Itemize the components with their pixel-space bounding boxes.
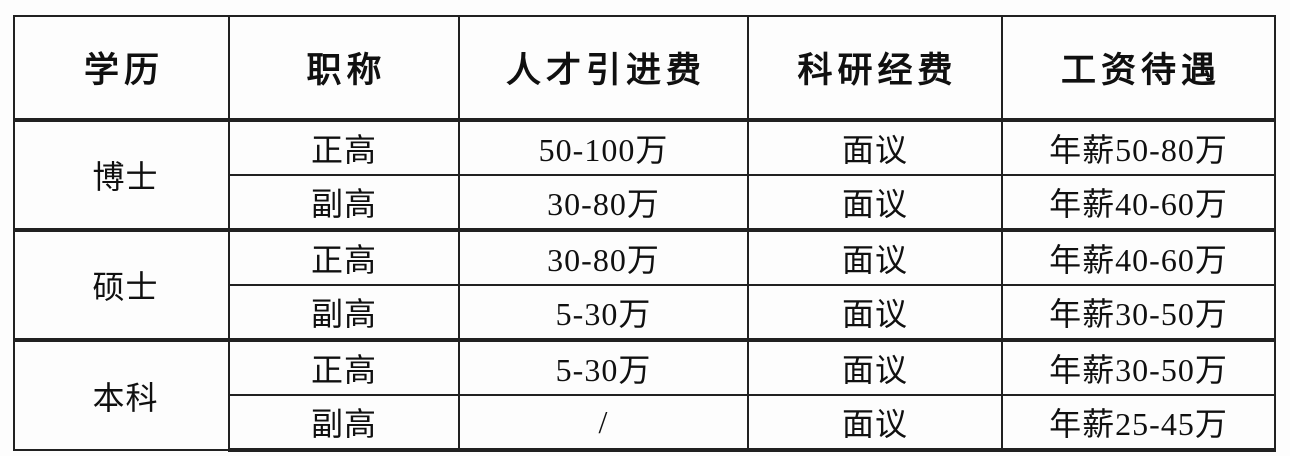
research-fund-cell: 面议: [747, 338, 1003, 396]
intro-fee-cell: 30-80万: [458, 174, 749, 231]
salary-cell: 年薪40-60万: [1001, 228, 1276, 286]
title-cell: 正高: [228, 118, 460, 176]
salary-cell: 年薪25-45万: [1001, 394, 1276, 452]
research-fund-cell: 面议: [747, 174, 1003, 231]
table-row: 副高 / 面议 年薪25-45万: [14, 394, 1276, 452]
table-header-row: 学历 职称 人才引进费 科研经费 工资待遇: [13, 15, 1276, 122]
title-cell: 副高: [228, 284, 460, 341]
table-row: 副高 5-30万 面议 年薪30-50万: [14, 284, 1276, 341]
table-row: 本科 正高 5-30万 面议 年薪30-50万: [13, 338, 1276, 451]
research-fund-cell: 面议: [747, 394, 1003, 452]
salary-cell: 年薪30-50万: [1001, 338, 1276, 396]
column-header-degree: 学历: [13, 15, 230, 122]
intro-fee-cell: /: [458, 394, 749, 452]
table-row: 硕士 正高 30-80万 面议 年薪40-60万: [13, 228, 1276, 341]
column-header-title: 职称: [228, 15, 460, 122]
title-cell: 副高: [228, 174, 460, 231]
research-fund-cell: 面议: [747, 228, 1003, 286]
title-cell: 副高: [228, 394, 460, 452]
salary-cell: 年薪40-60万: [1001, 174, 1276, 231]
title-cell: 正高: [228, 338, 460, 396]
intro-fee-cell: 5-30万: [458, 284, 749, 341]
salary-cell: 年薪50-80万: [1001, 118, 1276, 176]
degree-cell-master: 硕士: [13, 228, 230, 341]
intro-fee-cell: 50-100万: [458, 118, 749, 176]
table-row: 博士 正高 50-100万 面议 年薪50-80万: [13, 118, 1276, 231]
column-header-salary: 工资待遇: [1001, 15, 1276, 122]
title-cell: 正高: [228, 228, 460, 286]
degree-cell-doctor: 博士: [13, 118, 230, 231]
compensation-table: 学历 职称 人才引进费 科研经费 工资待遇 博士 正高 50-100万 面议 年…: [13, 15, 1276, 452]
research-fund-cell: 面议: [747, 284, 1003, 341]
intro-fee-cell: 30-80万: [458, 228, 749, 286]
salary-cell: 年薪30-50万: [1001, 284, 1276, 341]
table-row: 副高 30-80万 面议 年薪40-60万: [14, 174, 1276, 231]
column-header-intro-fee: 人才引进费: [458, 15, 749, 122]
degree-cell-bachelor: 本科: [13, 338, 230, 451]
research-fund-cell: 面议: [747, 118, 1003, 176]
intro-fee-cell: 5-30万: [458, 338, 749, 396]
column-header-research-fund: 科研经费: [747, 15, 1003, 122]
